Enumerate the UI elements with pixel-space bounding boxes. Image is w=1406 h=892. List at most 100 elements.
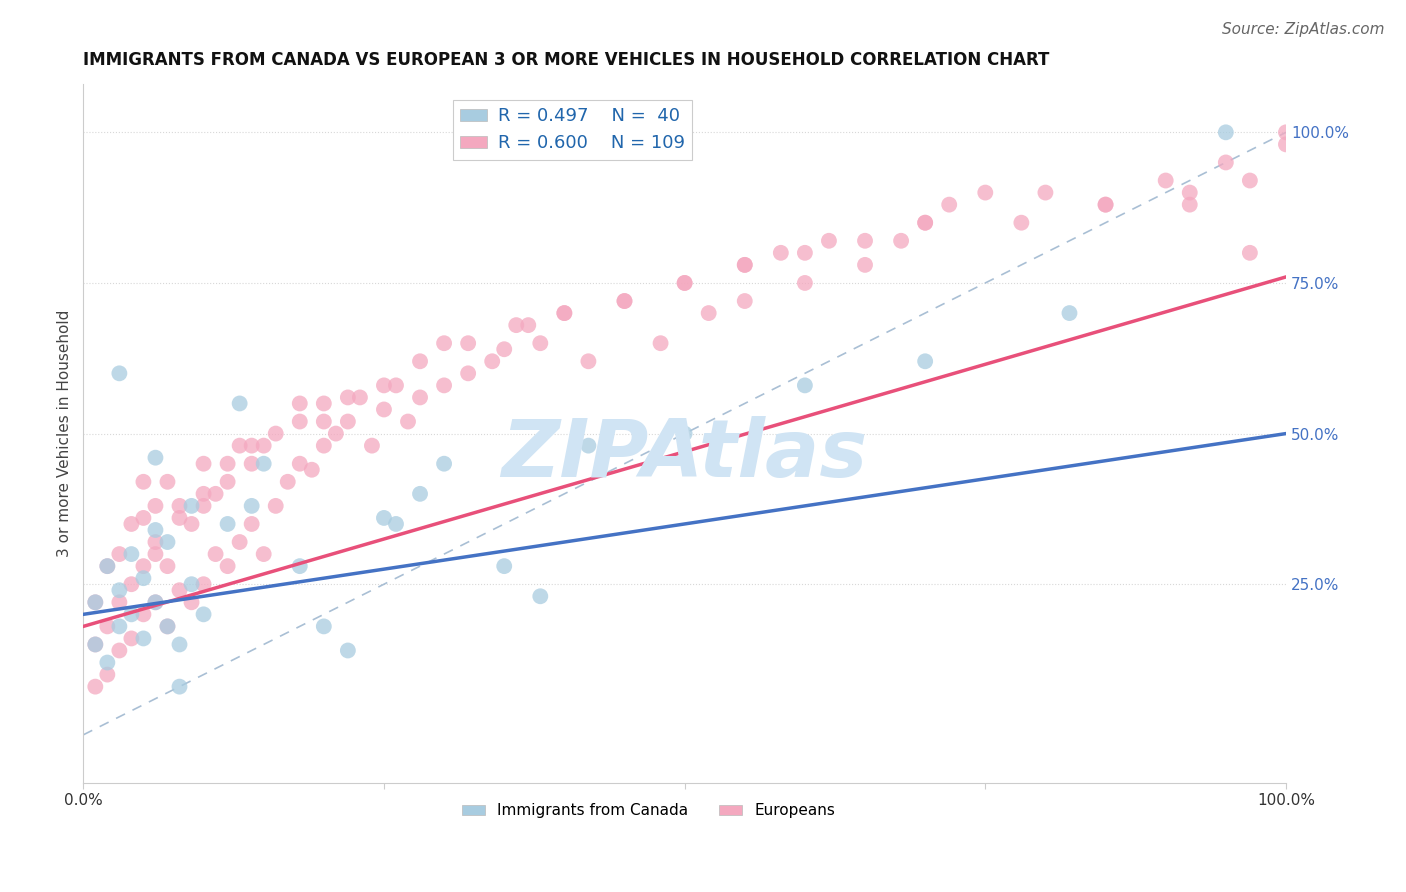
Point [481,354,503,368]
Point [349,391,371,405]
Point [288,559,311,574]
Point [409,391,432,405]
Point [132,632,155,646]
Point [120,516,142,531]
Point [650,336,672,351]
Point [409,354,432,368]
Point [108,595,131,609]
Point [793,245,815,260]
Point [494,559,516,574]
Point [132,607,155,622]
Point [120,607,142,622]
Point [457,367,479,381]
Point [1094,197,1116,211]
Point [96,667,118,681]
Point [228,439,250,453]
Point [132,511,155,525]
Point [325,426,347,441]
Point [890,234,912,248]
Point [853,258,876,272]
Point [494,343,516,357]
Point [385,516,408,531]
Point [1215,155,1237,169]
Point [1239,245,1261,260]
Point [156,619,179,633]
Point [217,457,239,471]
Point [336,415,359,429]
Point [193,457,215,471]
Text: Source: ZipAtlas.com: Source: ZipAtlas.com [1222,22,1385,37]
Point [180,499,202,513]
Text: IMMIGRANTS FROM CANADA VS EUROPEAN 3 OR MORE VEHICLES IN HOUSEHOLD CORRELATION C: IMMIGRANTS FROM CANADA VS EUROPEAN 3 OR … [83,51,1050,69]
Point [145,547,167,561]
Point [156,475,179,489]
Point [180,577,202,591]
Point [613,293,636,308]
Point [84,595,107,609]
Point [1178,197,1201,211]
Point [145,499,167,513]
Point [84,637,107,651]
Point [108,619,131,633]
Point [433,336,456,351]
Point [240,439,263,453]
Point [517,318,540,332]
Point [914,216,936,230]
Point [1275,125,1298,139]
Point [120,547,142,561]
Point [373,402,395,417]
Point [853,234,876,248]
Point [505,318,527,332]
Point [132,475,155,489]
Point [169,583,191,598]
Point [1215,125,1237,139]
Point [1178,186,1201,200]
Point [734,293,756,308]
Point [373,511,395,525]
Point [145,450,167,465]
Point [96,559,118,574]
Point [84,595,107,609]
Point [108,547,131,561]
Point [84,637,107,651]
Point [1094,197,1116,211]
Point [180,516,202,531]
Point [108,583,131,598]
Point [288,396,311,410]
Point [553,306,575,320]
Point [578,354,600,368]
Point [769,245,792,260]
Point [673,276,696,290]
Point [264,426,287,441]
Point [301,463,323,477]
Point [96,559,118,574]
Point [217,559,239,574]
Point [96,619,118,633]
Point [312,439,335,453]
Point [145,523,167,537]
Point [312,415,335,429]
Point [193,577,215,591]
Point [193,607,215,622]
Point [1035,186,1057,200]
Point [385,378,408,392]
Point [156,559,179,574]
Point [974,186,997,200]
Point [1239,173,1261,187]
Point [180,595,202,609]
Point [253,457,276,471]
Point [96,656,118,670]
Point [529,336,551,351]
Point [156,535,179,549]
Point [312,396,335,410]
Point [529,589,551,603]
Point [409,487,432,501]
Point [240,457,263,471]
Point [240,516,263,531]
Point [578,439,600,453]
Point [373,378,395,392]
Point [914,216,936,230]
Point [217,475,239,489]
Point [217,516,239,531]
Point [204,547,226,561]
